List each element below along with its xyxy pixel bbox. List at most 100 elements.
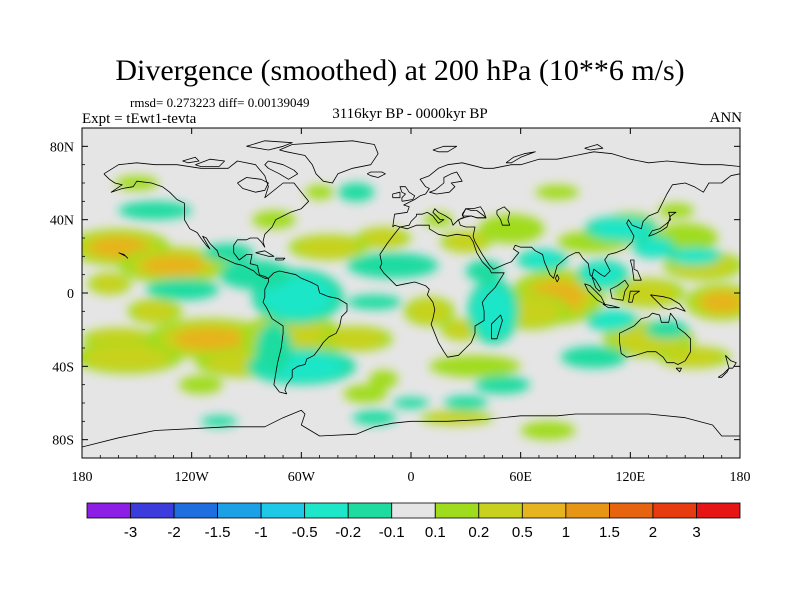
coastline-banks-island [182,156,200,164]
colorbar-swatch [391,502,436,519]
field-contour [84,344,171,371]
colorbar-label: -0.1 [379,524,405,541]
field-contour [145,278,220,301]
field-contour [369,370,399,389]
field-contour [347,294,402,310]
field-contour [445,233,486,251]
x-tick-label: 180 [730,470,751,485]
field-contour [92,275,127,293]
plot-title: Divergence (smoothed) at 200 hPa (10**6 … [115,54,685,87]
x-tick-label: 60E [509,470,532,485]
field-contour [637,238,672,256]
coastline-south-america [262,270,348,395]
field-contour [522,251,563,269]
colorbar-swatch [260,502,306,519]
colorbar-swatch [696,502,741,519]
colorbar-label: -0.5 [292,524,318,541]
coastline-philippines [629,259,642,281]
x-tick-label: 180 [72,470,93,485]
field-contour [665,348,723,366]
field-contour [118,201,192,220]
field-contour [133,301,177,322]
colorbar-swatch [130,502,175,519]
colorbar-label: 0.5 [512,524,533,541]
coastline-black-sea [461,206,487,219]
coastline-severnaya [584,144,604,151]
field-contour [327,328,385,349]
field-contour [337,183,375,202]
field-contour [520,421,576,440]
coastline-ellesmere [246,140,293,151]
field-contour [262,275,334,319]
coastline-ireland [392,191,401,199]
colorbar-label: 2 [649,524,657,541]
field-contour [89,236,148,258]
x-axis: 180 120W 60W 0 60E 120E 180 [72,128,751,485]
x-tick-label: 120W [175,470,210,485]
colorbar-swatch [521,502,567,519]
colorbar-swatch [478,502,523,519]
field-contour [620,281,678,305]
field-contour [343,384,388,403]
colorbar-label: -3 [124,524,137,541]
colorbar-label: 0.1 [425,524,446,541]
field-contour [305,184,335,200]
colorbar-label: 3 [692,524,700,541]
field-contour [114,175,159,191]
field-contour [174,327,246,351]
experiment-label: Expt = tEwt1-tevta [82,111,197,127]
field-contour [392,397,430,409]
coastline-antarctica [82,409,740,448]
coastline-sulawesi [628,290,640,303]
field-contour [592,311,633,330]
coastline-madagascar [491,314,503,340]
field-contour [701,291,740,313]
period-label: 3116kyr BP - 0000kyr BP [332,106,488,122]
field-contour [465,260,503,282]
field-contour [535,184,580,200]
coastline-africa [379,224,505,358]
field-contour [202,243,254,262]
coastline-baffin [264,160,299,180]
coastline-novaya-zemlya [505,151,536,164]
coastline-britain [399,186,416,202]
colorbar-swatch [304,502,349,519]
colorbar-label: 1 [562,524,570,541]
coastline-hawaii [118,252,129,259]
colorbar-swatch [86,502,131,519]
field-contour [297,237,361,258]
colorbar: -3 -2 -1.5 -1 -0.5 -0.2 -0.1 0.1 0.2 0.5 1 1.5 2 3 [86,502,741,541]
colorbar-label: -2 [167,524,180,541]
colorbar-label: -1.5 [205,524,231,541]
x-tick-label: 120E [616,470,646,485]
field-contour [178,375,223,394]
coastlines [82,140,740,448]
colorbar-swatch [652,502,697,519]
field-contour [219,260,293,290]
coastline-java [602,303,620,309]
coastline-tasmania [675,367,682,373]
coastline-scandinavia-inner [429,171,463,195]
field-contour [142,255,205,276]
y-tick-label: 40S [52,360,74,375]
stats-line: rmsd= 0.273223 diff= 0.00139049 [130,95,310,110]
field-contour [657,203,695,218]
colorbar-swatch [347,502,393,519]
field-contour [409,299,450,323]
field-contour [362,229,405,247]
coastline-victoria-island [195,158,225,167]
divergence-field [82,175,740,440]
y-tick-label: 80N [50,140,74,155]
colorbar-label: 0.2 [468,524,489,541]
coastline-eurasia [392,151,740,292]
coastline-new-guinea [650,294,686,312]
y-tick-label: 0 [67,287,74,302]
field-contour [473,285,514,337]
field-contour [478,214,545,244]
coastline-borneo [609,279,629,301]
field-contour [429,355,521,378]
colorbar-swatch [565,502,610,519]
field-contour [443,395,488,411]
field-contour [592,218,650,239]
